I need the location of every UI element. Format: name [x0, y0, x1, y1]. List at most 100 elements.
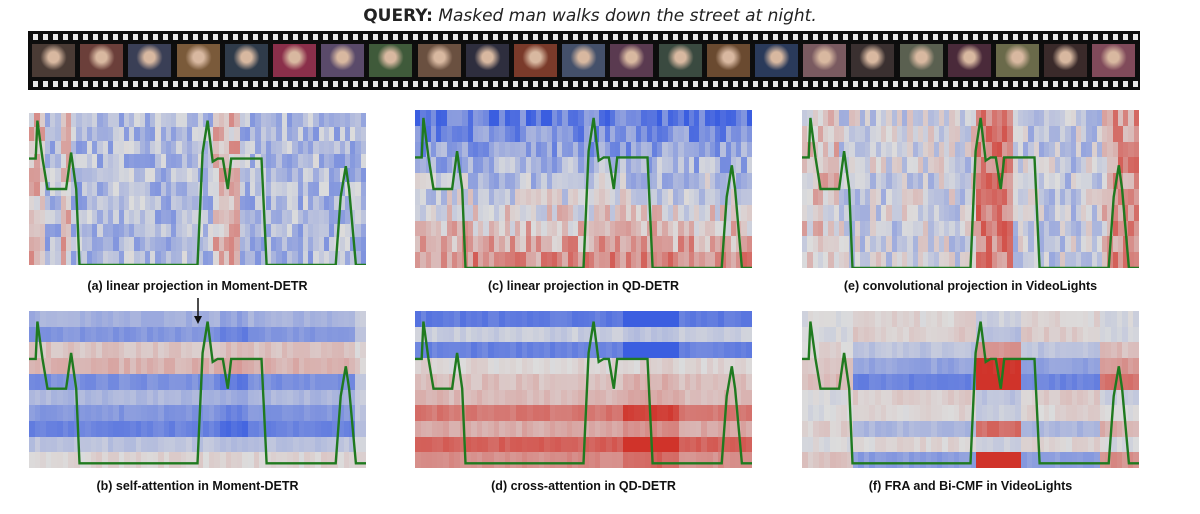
heatmap-cell — [472, 110, 479, 127]
heatmap-cell — [186, 209, 193, 225]
heatmap-cell — [55, 168, 62, 183]
heatmap-cell — [44, 251, 51, 265]
heatmap-cell — [1044, 236, 1051, 253]
heatmap-cell — [678, 252, 685, 268]
heatmap-cell — [1017, 157, 1024, 174]
heatmap-cell — [478, 252, 485, 268]
heatmap-cell — [709, 110, 716, 127]
heatmap-cell — [636, 110, 643, 127]
heatmap-cell — [420, 189, 427, 206]
heatmap-cell — [1133, 252, 1139, 268]
heatmap-cell — [451, 204, 458, 222]
heatmap-cell — [1102, 220, 1108, 237]
heatmap-cell — [1012, 110, 1019, 127]
heatmap-cell — [530, 125, 537, 143]
heatmap-cell — [451, 125, 458, 143]
film-frame-thumbnail — [803, 44, 847, 77]
heatmap-cell — [71, 140, 77, 156]
heatmap-cell — [244, 251, 251, 265]
heatmap-cell — [308, 237, 314, 252]
heatmap-cell — [329, 126, 335, 142]
heatmap-cell — [160, 126, 167, 142]
heatmap-cell — [849, 173, 856, 190]
heatmap-cell — [667, 173, 674, 190]
heatmap-cell — [1038, 110, 1045, 127]
heatmap-cell — [933, 125, 940, 143]
heatmap-cell — [730, 189, 737, 206]
heatmap-cell — [165, 182, 172, 197]
heatmap-cell — [1060, 125, 1066, 143]
heatmap-cell — [704, 125, 711, 143]
heatmap-cell — [912, 236, 919, 253]
heatmap-cell — [720, 141, 727, 158]
heatmap-cell — [488, 110, 495, 127]
heatmap-cell — [657, 173, 664, 190]
heatmap-cell — [1023, 110, 1030, 127]
heatmap-cell — [218, 113, 225, 128]
heatmap-cell — [896, 141, 903, 158]
heatmap-cell — [90, 311, 97, 328]
heatmap-cell — [509, 204, 516, 222]
heatmap-cell — [81, 223, 88, 238]
heatmap-cell — [318, 182, 325, 197]
heatmap-cell — [234, 140, 241, 156]
heatmap-cell — [886, 141, 893, 158]
heatmap-cell — [802, 157, 808, 174]
heatmap-cell — [938, 141, 945, 158]
heatmap-cell — [192, 126, 199, 142]
heatmap-cell — [1133, 220, 1139, 237]
heatmap-cell — [1002, 252, 1008, 268]
heatmap-cell — [938, 189, 945, 206]
heatmap-cell — [567, 252, 574, 268]
heatmap-cell — [65, 251, 72, 265]
heatmap-cell — [281, 251, 288, 265]
heatmap-cell — [854, 252, 861, 268]
heatmap-cell — [1070, 189, 1077, 206]
heatmap-cell — [287, 140, 293, 156]
heatmap-cell — [736, 110, 743, 127]
heatmap-cell — [192, 168, 199, 183]
heatmap-cell — [329, 237, 335, 252]
heatmap-cell — [415, 220, 421, 237]
heatmap-cell — [488, 236, 495, 253]
heatmap-cell — [436, 189, 442, 206]
heatmap-cell — [891, 141, 898, 158]
heatmap-cell — [139, 182, 146, 197]
heatmap-cell — [186, 140, 193, 156]
heatmap-cell — [304, 311, 311, 328]
heatmap-cell — [865, 141, 872, 158]
heatmap-cell — [917, 141, 924, 158]
heatmap-cell — [588, 220, 595, 237]
heatmap-cell — [302, 209, 309, 225]
heatmap-cell — [134, 237, 141, 252]
heatmap-cell — [493, 204, 500, 222]
heatmap-cell — [986, 110, 993, 127]
heatmap-cell — [350, 126, 357, 142]
heatmap-cell — [139, 209, 146, 225]
heatmap-cell — [493, 141, 500, 158]
heatmap-cell — [828, 110, 835, 127]
heatmap-cell — [118, 140, 125, 156]
heatmap-cell — [281, 168, 288, 183]
heatmap-cell — [546, 252, 553, 268]
heatmap-cell — [155, 113, 162, 128]
heatmap-cell — [641, 157, 648, 174]
heatmap-cell — [1117, 189, 1124, 206]
heatmap-cell — [944, 157, 951, 174]
heatmap-cell — [636, 252, 643, 268]
heatmap-cell — [1012, 141, 1019, 158]
heatmap-cell — [441, 220, 448, 237]
heatmap-cell — [817, 110, 824, 127]
heatmap-cell — [572, 125, 579, 143]
heatmap-cell — [415, 173, 421, 190]
heatmap-cell — [1017, 236, 1024, 253]
heatmap-cell — [208, 182, 214, 197]
heatmap-cell — [302, 251, 309, 265]
heatmap-cell — [620, 173, 627, 190]
heatmap-cell — [709, 252, 716, 268]
heatmap-cell — [318, 195, 325, 211]
heatmap-cell — [1112, 236, 1119, 253]
heatmap-cell — [615, 252, 621, 268]
heatmap-cell — [186, 113, 193, 128]
heatmap-cell — [1065, 173, 1072, 190]
